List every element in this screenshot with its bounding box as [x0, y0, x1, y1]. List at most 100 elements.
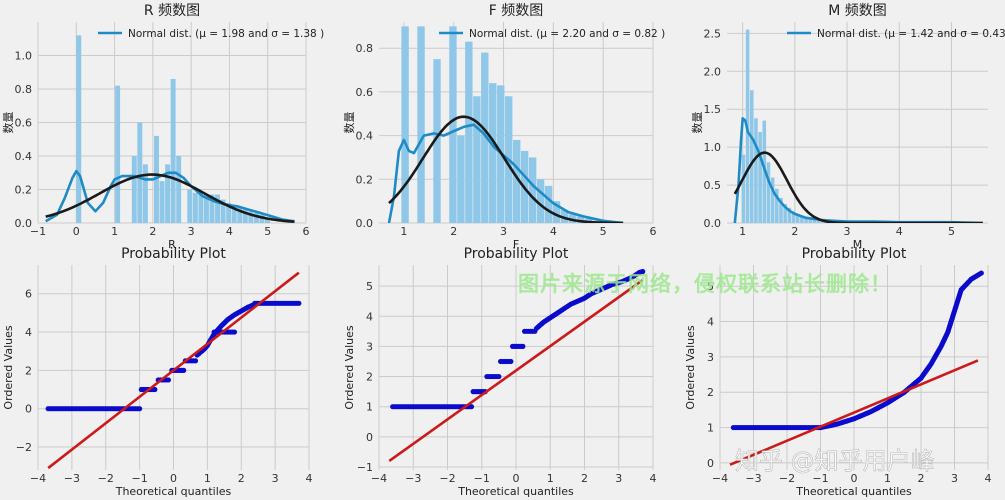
- x-tick-label: 5: [264, 225, 271, 238]
- x-tick-label: 3: [951, 472, 958, 485]
- histogram-bar: [766, 162, 771, 223]
- chart-title: R 频数图: [144, 3, 200, 19]
- x-tick-label: −1: [474, 472, 490, 485]
- histogram-bar: [142, 164, 148, 223]
- y-tick-label: 1.0: [704, 141, 722, 154]
- x-tick-label: 3: [272, 472, 279, 485]
- x-axis-label: Theoretical quantiles: [115, 485, 232, 498]
- chart-title: Probability Plot: [802, 246, 907, 262]
- y-tick-label: 0.8: [356, 42, 374, 55]
- histogram-bar: [489, 83, 497, 223]
- histogram-bar: [812, 219, 817, 223]
- x-tick-label: −3: [745, 472, 761, 485]
- histogram-bar: [131, 156, 137, 223]
- histogram-bar: [473, 96, 481, 223]
- y-tick-label: 2: [366, 371, 373, 384]
- legend: Normal dist. (μ = 1.42 and σ = 0.43 ): [787, 28, 1005, 40]
- x-tick-label: 4: [896, 225, 903, 238]
- histogram-bars: [76, 35, 270, 223]
- x-tick-label: 1: [547, 472, 554, 485]
- histogram-bar: [528, 157, 537, 223]
- histogram-bar: [758, 131, 762, 223]
- histogram-bar: [560, 209, 569, 223]
- chart-title: Probability Plot: [121, 246, 226, 262]
- histogram-bar: [203, 194, 209, 223]
- x-tick-label: 0: [851, 472, 858, 485]
- y-axis-label: Ordered Values: [684, 325, 697, 409]
- x-tick-label: −4: [371, 472, 387, 485]
- watermark-credit: 知乎 @知乎用户峰: [735, 447, 935, 475]
- legend-label: Normal dist. (μ = 1.42 and σ = 0.43 ): [817, 28, 1005, 40]
- x-tick-label: 2: [450, 225, 457, 238]
- legend: Normal dist. (μ = 2.20 and σ = 0.82 ): [439, 28, 665, 40]
- data-point: [640, 268, 646, 275]
- y-tick-label: 0.4: [15, 150, 33, 163]
- data-point: [137, 406, 143, 412]
- normal-fit-line: [45, 173, 295, 223]
- y-tick-label: −1: [357, 461, 373, 474]
- x-axis-label: Theoretical quantiles: [795, 485, 912, 498]
- data-point: [181, 367, 187, 373]
- y-tick-label: 2.5: [704, 27, 722, 40]
- x-tick-label: −2: [439, 472, 455, 485]
- y-tick-label: 1: [707, 422, 714, 435]
- histogram-bar: [779, 197, 783, 223]
- y-axis-label: Ordered Values: [2, 325, 15, 409]
- x-tick-label: 2: [149, 225, 156, 238]
- y-tick-label: 1.5: [704, 103, 722, 116]
- x-axis-label: M: [853, 238, 863, 251]
- y-tick-label: 3: [707, 351, 714, 364]
- histogram-bar: [220, 199, 226, 223]
- histogram-bar: [795, 214, 800, 223]
- x-tick-label: 4: [550, 225, 557, 238]
- y-axis-label: 数量: [343, 112, 356, 134]
- y-tick-label: 2: [25, 364, 32, 377]
- x-axis-label: F: [513, 238, 519, 251]
- kde-line: [387, 123, 624, 223]
- histogram-bar: [741, 154, 746, 223]
- histogram-bar: [159, 181, 165, 223]
- fit-line: [47, 271, 300, 470]
- data-point: [192, 358, 199, 364]
- x-tick-label: −4: [30, 472, 46, 485]
- x-tick-label: 0: [73, 225, 80, 238]
- histogram-bar: [176, 156, 182, 223]
- histogram-bar: [165, 164, 171, 223]
- histogram-bar: [401, 26, 409, 223]
- y-tick-label: 3: [366, 340, 373, 353]
- histogram-bar: [265, 217, 270, 223]
- data-point: [296, 300, 302, 306]
- data-point: [978, 270, 984, 276]
- data-point: [165, 377, 172, 383]
- chart-panels: −1 0 1 2 3 4 5 6 0.0 0.2 0.4 0.6 0.8 1.0 R 频数图 R 数量 Norma…: [2, 3, 1005, 498]
- y-axis-label: Ordered Values: [343, 325, 356, 409]
- histogram-bar: [115, 85, 121, 223]
- y-tick-label: 0: [25, 403, 32, 416]
- y-tick-label: 0.6: [356, 86, 374, 99]
- x-tick-label: 4: [226, 225, 233, 238]
- plot-area: [388, 268, 646, 463]
- y-tick-label: 2: [707, 386, 714, 399]
- histogram-bar: [187, 189, 193, 223]
- x-tick-label: 3: [188, 225, 195, 238]
- y-tick-label: 0.8: [15, 83, 33, 96]
- y-tick-label: 0.5: [704, 179, 722, 192]
- legend-label: Normal dist. (μ = 2.20 and σ = 0.82 ): [469, 28, 665, 40]
- histogram-bar: [481, 52, 489, 223]
- data-point: [496, 373, 502, 380]
- histogram-bar: [816, 220, 821, 223]
- normal-fit-line: [388, 115, 624, 223]
- histogram-bar: [457, 135, 465, 223]
- y-tick-label: 0: [707, 457, 714, 470]
- legend-label: Normal dist. (μ = 1.98 and σ = 1.38 ): [128, 28, 324, 40]
- data-point: [520, 343, 526, 349]
- x-tick-label: 4: [985, 472, 992, 485]
- fit-line: [388, 279, 644, 463]
- kde-line: [733, 117, 983, 223]
- histogram-bar: [513, 139, 521, 223]
- grid-lines: [719, 265, 989, 470]
- chart-panel-1: −1 0 1 2 3 4 5 6 0.0 0.2 0.4 0.6 0.8 1.0 R 频数图 R 数量 Norma…: [2, 3, 324, 251]
- histogram-bar: [231, 206, 237, 223]
- histogram-bar: [783, 204, 787, 223]
